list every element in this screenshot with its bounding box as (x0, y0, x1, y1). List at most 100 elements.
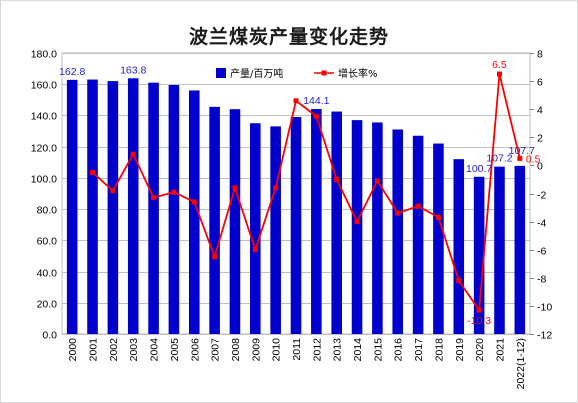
x-tick-label: 2021 (494, 338, 506, 362)
line-point (212, 254, 218, 260)
x-tick-label: 2007 (210, 338, 222, 362)
line-point (476, 307, 482, 313)
bar-data-label: 163.8 (120, 64, 146, 76)
line-point (293, 98, 299, 104)
legend-line-marker (321, 70, 327, 76)
bar (127, 78, 139, 334)
bar (66, 79, 78, 335)
y-right-tick-label: 4 (537, 105, 543, 117)
bar (331, 111, 342, 335)
bar-series (66, 78, 526, 335)
x-tick-label: 2011 (291, 338, 303, 361)
bar (250, 123, 261, 334)
line-data-label: -10.3 (467, 315, 491, 327)
line-point (313, 113, 319, 119)
y-right-tick-label: -4 (537, 218, 546, 230)
line-point (374, 178, 380, 184)
line-data-label: 0.5 (526, 153, 541, 165)
bar (229, 109, 241, 334)
legend-bar-label: 产量/百万吨 (230, 67, 283, 80)
y-right-tick-label: -8 (537, 274, 546, 286)
bar (290, 117, 302, 334)
x-tick-label: 2016 (393, 338, 405, 362)
bar (514, 165, 526, 334)
growth-line (91, 73, 521, 313)
y-left-tick-label: 100.0 (31, 174, 57, 186)
x-tick-label: 2017 (413, 338, 425, 362)
bar-data-label: 162.8 (59, 66, 85, 78)
bar (473, 176, 485, 334)
line-point (130, 151, 136, 157)
y-left-tick-label: 0.0 (42, 330, 57, 342)
bar (107, 81, 119, 334)
line-point (435, 214, 441, 220)
line-point (191, 199, 197, 205)
y-left-tick-label: 80.0 (37, 205, 58, 217)
line-point (517, 155, 523, 161)
x-tick-label: 2005 (169, 338, 181, 362)
y-left-tick-label: 40.0 (37, 268, 58, 280)
x-tick-label: 2013 (332, 338, 344, 362)
x-tick-label: 2020 (474, 338, 486, 362)
y-right-tick-label: 0 (537, 161, 543, 173)
bar (87, 79, 98, 335)
line-point (151, 195, 157, 201)
legend: 产量/百万吨 增长率% (216, 67, 378, 80)
line-point (456, 278, 462, 284)
x-tick-label: 2012 (311, 338, 323, 362)
x-tick-label: 2001 (88, 338, 100, 362)
x-tick-label: 2015 (372, 338, 384, 362)
line-point (415, 203, 421, 209)
bar (168, 85, 180, 334)
y-right-tick-label: -2 (537, 190, 546, 202)
line-point (354, 219, 360, 225)
bar (453, 159, 465, 334)
bar (494, 166, 505, 334)
bar (433, 143, 444, 334)
bar-data-label: 100.7 (466, 163, 492, 175)
line-point (232, 185, 238, 191)
line-point (273, 185, 279, 191)
x-tick-label: 2004 (149, 338, 161, 362)
line-point (334, 176, 340, 182)
line-point (252, 247, 258, 253)
bar (209, 106, 220, 334)
y-right-tick-label: 8 (537, 49, 543, 61)
line-data-label: 6.5 (492, 59, 507, 71)
bar (351, 120, 363, 334)
y-right-tick-label: -12 (537, 330, 552, 342)
bar (148, 82, 159, 335)
x-tick-label: 2002 (108, 338, 120, 362)
line-point (395, 210, 401, 216)
y-left-tick-label: 60.0 (37, 236, 58, 248)
line-point (171, 189, 177, 195)
bar-data-label: 107.2 (486, 153, 512, 165)
line-series (90, 71, 523, 313)
axes: 0.020.040.060.080.0100.0120.0140.0160.01… (31, 49, 553, 390)
x-tick-label: 2019 (454, 338, 466, 362)
chart-title: 波兰煤炭产量变化走势 (188, 26, 389, 48)
y-left-tick-label: 160.0 (31, 80, 57, 92)
y-right-tick-label: -6 (537, 246, 546, 258)
legend-bar-swatch (216, 68, 226, 78)
y-right-tick-label: -10 (537, 302, 552, 314)
x-tick-label: 2014 (352, 338, 364, 362)
line-point (496, 71, 502, 77)
x-tick-label: 2022(1-12) (515, 338, 527, 389)
x-tick-label: 2000 (67, 338, 79, 362)
bar (412, 135, 424, 334)
x-tick-label: 2018 (433, 338, 445, 362)
y-right-tick-label: 2 (537, 133, 543, 145)
bar (270, 126, 281, 334)
x-tick-label: 2008 (230, 338, 242, 362)
bar (392, 129, 404, 334)
bar (372, 122, 383, 334)
x-tick-label: 2003 (128, 338, 140, 362)
legend-line-label: 增长率% (338, 67, 378, 80)
line-point (90, 169, 96, 175)
x-tick-label: 2010 (271, 338, 283, 362)
line-point (110, 188, 116, 194)
y-left-tick-label: 20.0 (37, 299, 58, 311)
y-left-tick-label: 180.0 (31, 49, 57, 61)
